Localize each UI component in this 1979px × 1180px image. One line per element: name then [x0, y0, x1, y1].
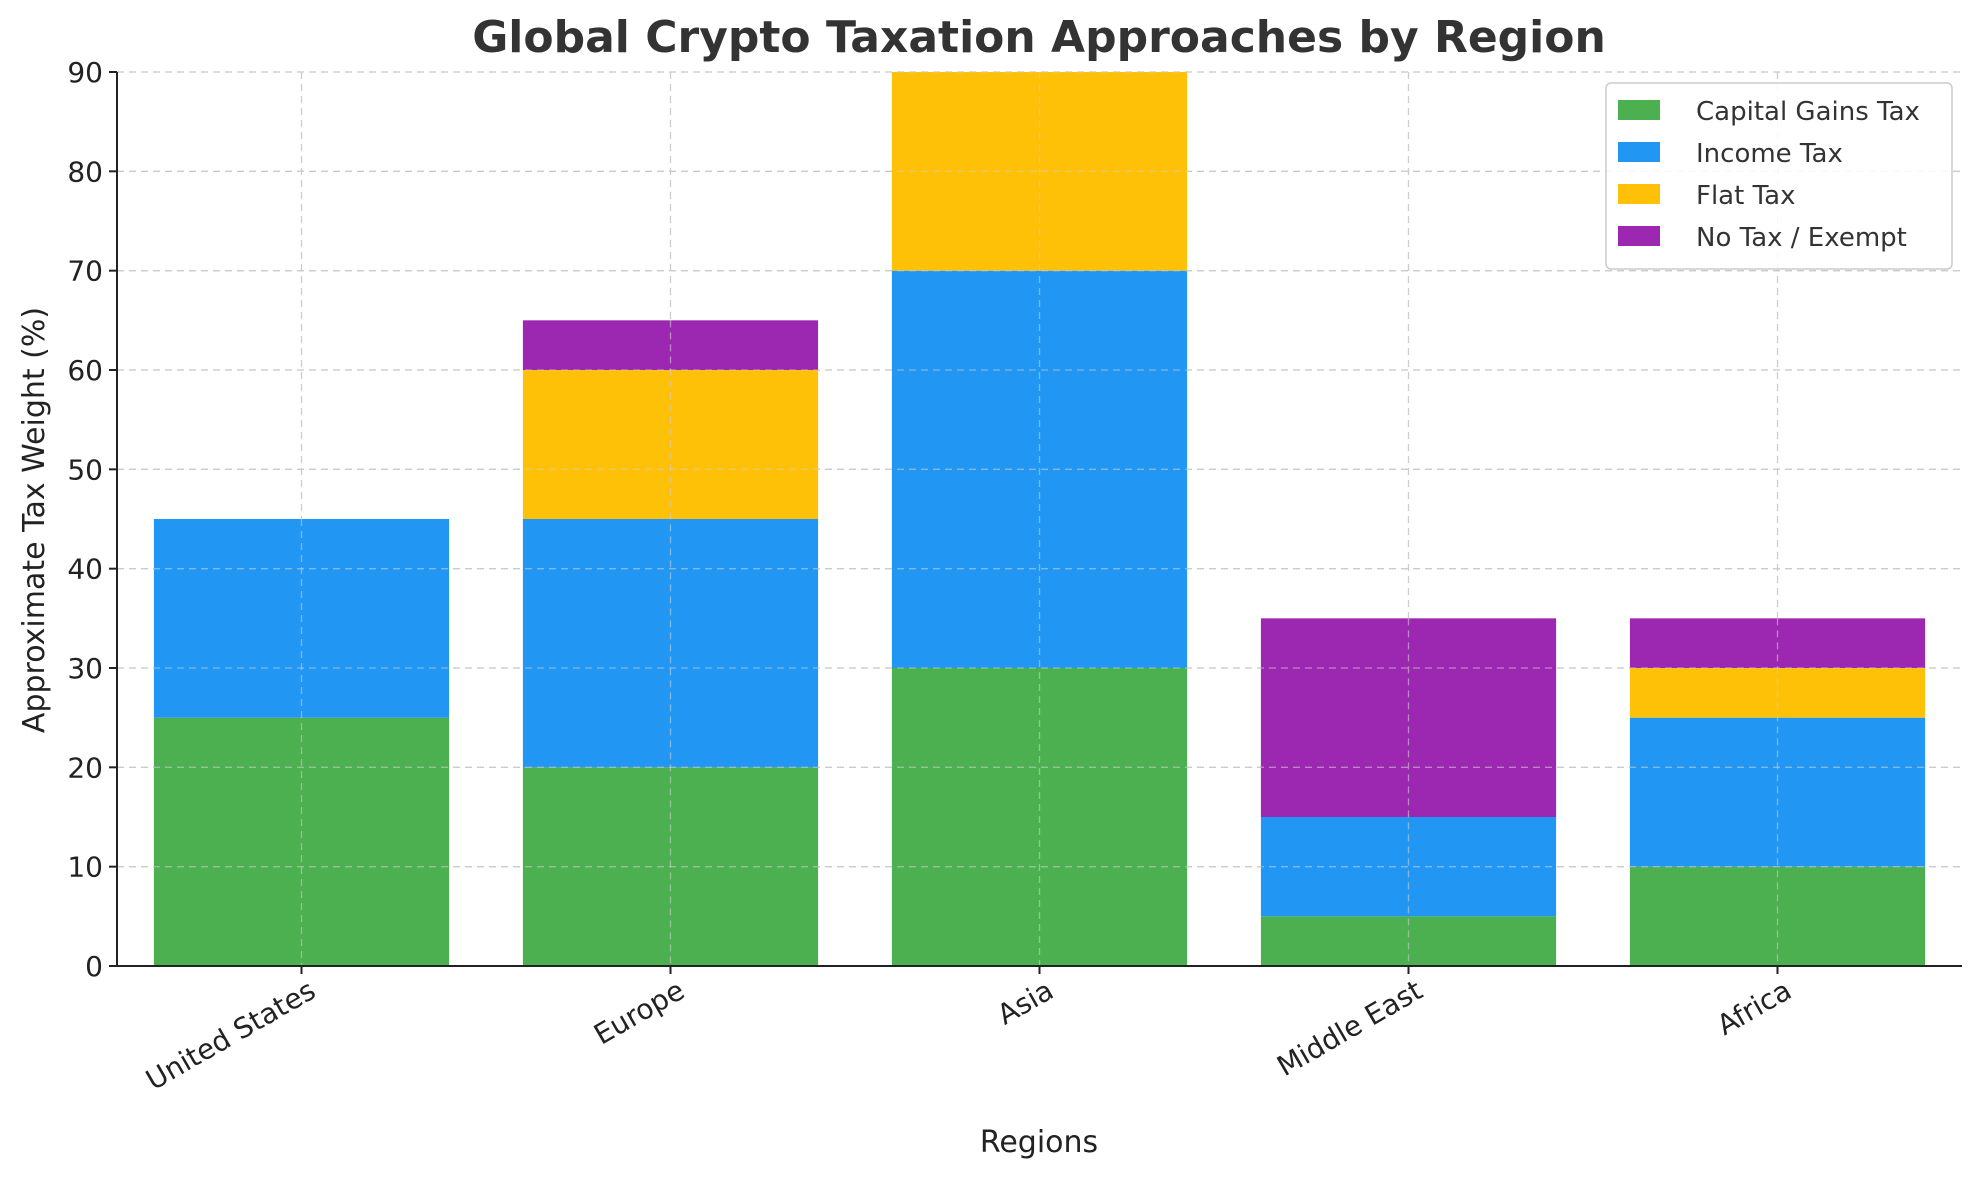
legend-swatch: [1618, 142, 1660, 162]
x-axis-label: Regions: [980, 1125, 1098, 1160]
bars: [117, 71, 1962, 966]
y-tick-label: 70: [67, 255, 103, 288]
legend-label: Flat Tax: [1696, 181, 1795, 211]
y-axis-label: Approximate Tax Weight (%): [17, 307, 52, 733]
y-tick-label: 30: [67, 652, 103, 685]
y-tick-label: 80: [67, 155, 103, 188]
y-tick-label: 10: [67, 851, 103, 884]
y-tick-label: 0: [85, 950, 103, 983]
chart-title: Global Crypto Taxation Approaches by Reg…: [472, 12, 1606, 63]
bar-segment: [1629, 866, 1926, 966]
y-tick-label: 50: [67, 453, 103, 486]
x-tick-label: Middle East: [1271, 973, 1428, 1082]
y-tick-label: 40: [67, 553, 103, 586]
y-tick-label: 20: [67, 751, 103, 784]
legend-label: Capital Gains Tax: [1696, 97, 1920, 127]
legend-swatch: [1618, 226, 1660, 246]
legend-swatch: [1618, 184, 1660, 204]
y-tick-label: 90: [67, 56, 103, 89]
legend-box: [1605, 82, 1953, 270]
x-tick-label: Europe: [588, 973, 690, 1051]
legend-label: No Tax / Exempt: [1696, 223, 1907, 253]
x-tick-label: Asia: [992, 973, 1059, 1031]
legend-swatch: [1618, 100, 1660, 120]
x-tick-label: Africa: [1711, 973, 1797, 1042]
legend: Capital Gains Tax Income Tax Flat Tax No Ta…: [1605, 82, 1953, 270]
x-tick-label: United States: [140, 973, 321, 1096]
legend-label: Income Tax: [1696, 139, 1843, 169]
y-tick-label: 60: [67, 354, 103, 387]
